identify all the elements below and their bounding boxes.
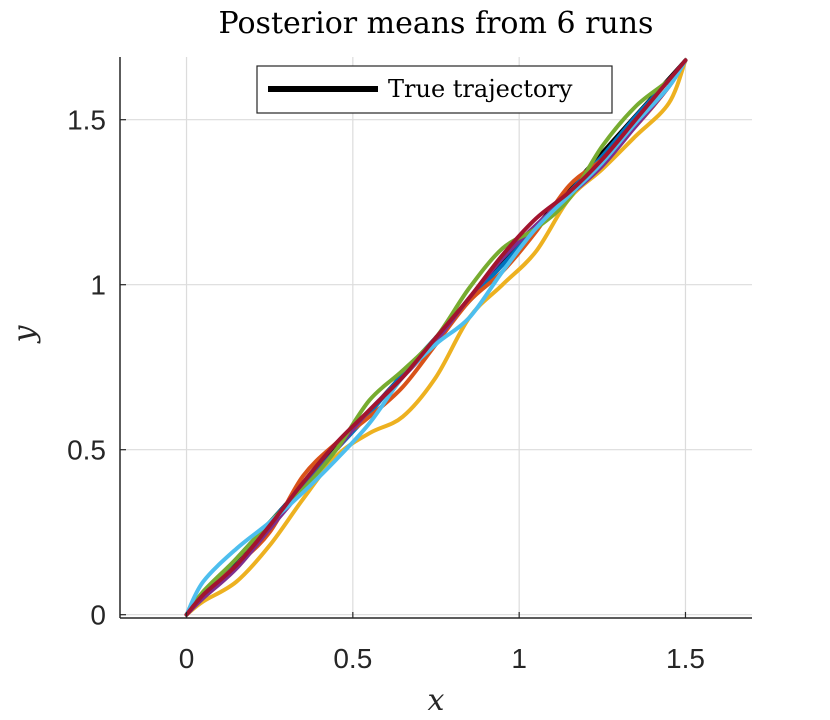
axes bbox=[119, 57, 752, 619]
x-tick-label: 1.5 bbox=[666, 643, 705, 674]
legend: True trajectory bbox=[256, 65, 613, 114]
y-tick-label: 1 bbox=[90, 270, 106, 301]
tick-labels: 0 0.5 1 1.5 0 0.5 1 1.5 bbox=[67, 105, 705, 674]
y-tick-label: 0 bbox=[90, 600, 106, 631]
x-tick-label: 0 bbox=[179, 643, 195, 674]
chart-title: Posterior means from 6 runs bbox=[219, 6, 654, 41]
x-tick-label: 1 bbox=[511, 643, 527, 674]
series-layer bbox=[184, 58, 688, 617]
series-line-run-6 bbox=[184, 58, 688, 617]
grid bbox=[120, 57, 752, 618]
series-line-run-3 bbox=[184, 58, 688, 617]
legend-label-true-trajectory: True trajectory bbox=[388, 75, 573, 103]
x-axis-label: x bbox=[428, 683, 445, 718]
y-tick-label: 0.5 bbox=[67, 435, 106, 466]
series-line-run-7 bbox=[184, 58, 688, 617]
y-tick-label: 1.5 bbox=[67, 105, 106, 136]
x-tick-label: 0.5 bbox=[333, 643, 372, 674]
y-axis-label: y bbox=[7, 324, 42, 344]
